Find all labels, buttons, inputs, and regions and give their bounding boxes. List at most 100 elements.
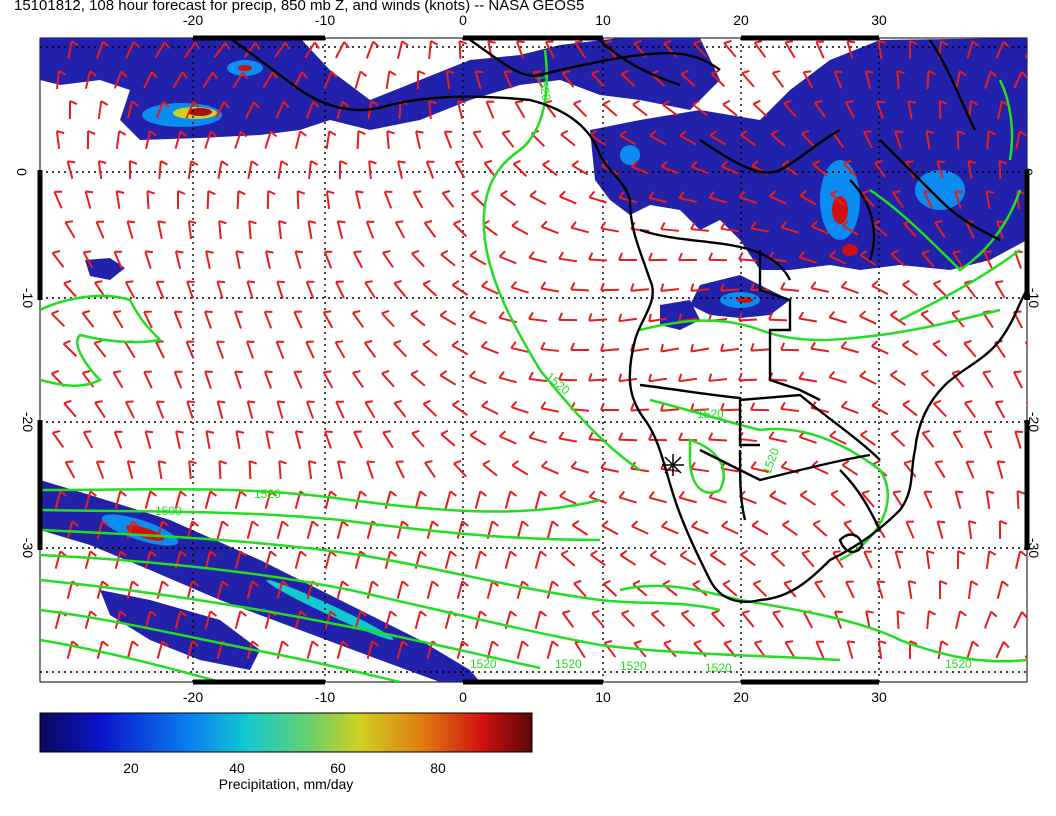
wind-barb [186, 400, 195, 419]
wind-barb [780, 220, 799, 234]
wind-barb [366, 460, 375, 479]
wind-barb [708, 191, 727, 204]
wind-barb [954, 490, 964, 509]
wind-barb [158, 160, 168, 180]
wind-barb [264, 130, 278, 149]
wind-barb [558, 190, 577, 205]
wind-barb [983, 610, 998, 629]
wind-barb [143, 370, 153, 389]
wind-barb [709, 130, 727, 146]
wind-barb [205, 250, 214, 270]
wind-barb [216, 400, 226, 419]
wind-barb [157, 460, 167, 480]
wind-barb [234, 370, 243, 389]
wind-barb [600, 343, 620, 352]
wind-barb [963, 400, 977, 418]
wind-barb [55, 130, 65, 150]
wind-barb [591, 69, 605, 88]
wind-barb [938, 100, 948, 120]
wind-barb [1025, 580, 1027, 599]
wind-barb [812, 519, 828, 537]
wind-barb [236, 190, 246, 210]
wind-barb [363, 340, 377, 358]
wind-barb [985, 490, 995, 510]
wind-barb [902, 399, 918, 417]
wind-barb [711, 609, 725, 628]
wind-barb [202, 71, 218, 89]
wind-barb [305, 280, 315, 299]
wind-barb [385, 70, 397, 90]
wind-barb [481, 400, 499, 415]
wind-barb [528, 430, 547, 444]
wind-barb [415, 130, 424, 149]
wind-barb [889, 310, 907, 326]
wind-barb [720, 283, 740, 292]
wind-barb [840, 400, 859, 415]
wind-barb [861, 489, 875, 508]
wind-barb [648, 313, 668, 323]
wind-barb [422, 279, 438, 297]
wind-barb [474, 550, 487, 569]
wind-barb [840, 280, 859, 295]
wind-barb [546, 580, 559, 599]
wind-barb [994, 280, 1006, 299]
wind-barb [394, 220, 406, 239]
colorbar-tick: 20 [123, 760, 139, 776]
wind-barb [204, 550, 217, 569]
wind-barb [662, 99, 678, 117]
wind-barb [738, 190, 757, 204]
wind-barb [353, 430, 363, 449]
wind-barb [966, 640, 980, 659]
wind-barb [871, 280, 889, 296]
wind-barb [185, 340, 195, 359]
wind-barb [95, 220, 105, 239]
wind-barb [558, 312, 578, 322]
wind-barb [846, 640, 856, 659]
wind-barb [890, 429, 906, 447]
wind-barb [660, 403, 680, 412]
wind-barb [936, 160, 945, 179]
wind-barb [338, 160, 348, 180]
wind-barb [187, 160, 199, 180]
wind-barb [750, 343, 770, 352]
wind-barb [397, 160, 406, 179]
wind-barb [618, 313, 638, 323]
wind-barb [1026, 100, 1027, 119]
wind-barb [293, 310, 303, 329]
wind-barb [296, 190, 306, 210]
wind-barb [411, 249, 425, 268]
wind-barb [648, 191, 667, 203]
wind-barb [368, 160, 377, 180]
wind-barb [511, 460, 529, 476]
wind-barb [243, 42, 261, 58]
wind-barb [263, 370, 273, 389]
wind-barb [720, 221, 740, 233]
wind-barb [294, 430, 304, 449]
wind-barb [324, 610, 337, 629]
wind-barb [396, 580, 409, 599]
wind-barb [570, 282, 590, 292]
wind-barb [690, 160, 709, 175]
wind-barb [66, 160, 76, 179]
wind-barb [1029, 521, 1038, 540]
wind-barb [218, 220, 227, 240]
wind-barb [82, 250, 94, 269]
wind-barb [352, 370, 364, 388]
wind-barb [602, 99, 618, 117]
wind-barb [204, 310, 213, 329]
wind-barb [113, 70, 128, 89]
wind-barb [53, 190, 63, 209]
wind-barb [94, 400, 106, 419]
wind-barb [828, 370, 847, 384]
wind-barb [571, 520, 589, 536]
wind-barb [998, 160, 1008, 180]
wind-barb [876, 100, 885, 119]
wind-barb [352, 250, 364, 269]
wind-barb [631, 520, 649, 535]
wind-barb [798, 371, 818, 383]
wind-barb [545, 40, 555, 59]
wind-barb [985, 190, 994, 210]
wind-barb [276, 280, 285, 299]
wind-barb [96, 580, 109, 599]
